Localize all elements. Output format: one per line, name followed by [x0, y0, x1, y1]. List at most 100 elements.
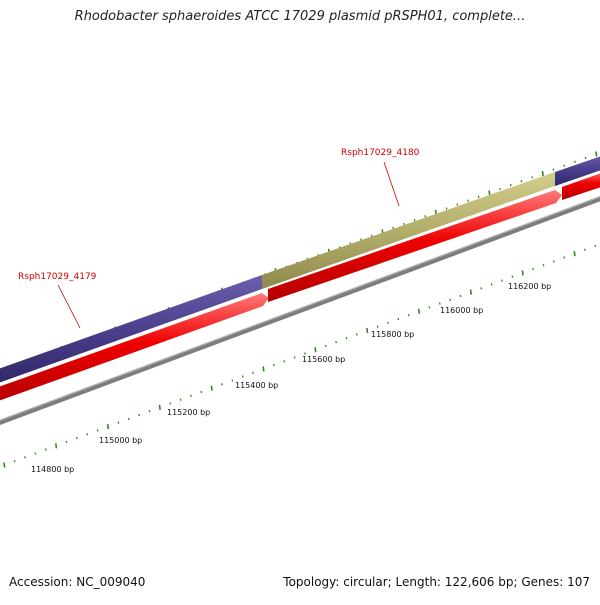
minor-tick: [96, 429, 99, 432]
scale-label: 116200 bp: [508, 282, 551, 291]
feature-band: [0, 153, 600, 386]
minor-tick: [127, 417, 130, 421]
major-tick: [541, 170, 544, 177]
minor-tick: [397, 317, 400, 321]
cds-band: [0, 170, 600, 404]
minor-tick: [459, 294, 462, 298]
feature-segment-left[interactable]: [0, 275, 262, 386]
major-tick: [3, 462, 6, 468]
minor-tick: [438, 302, 441, 305]
minor-tick: [456, 203, 459, 206]
scale-label: 116000 bp: [440, 306, 483, 315]
cds-arrow-rsph17029-4180[interactable]: [268, 190, 562, 302]
minor-tick: [75, 436, 78, 440]
major-tick: [595, 151, 598, 157]
major-tick: [262, 366, 265, 372]
minor-tick: [428, 306, 431, 309]
minor-tick: [532, 267, 535, 271]
minor-tick: [376, 325, 379, 328]
minor-tick: [86, 433, 89, 436]
minor-tick: [445, 207, 448, 210]
minor-tick: [467, 199, 469, 202]
minor-tick: [44, 448, 47, 451]
major-tick: [314, 347, 317, 353]
minor-tick: [542, 264, 545, 267]
inner-tick-row: [3, 244, 597, 468]
feature-segment-right[interactable]: [555, 153, 600, 186]
minor-tick: [345, 337, 348, 340]
scale-label: 115400 bp: [235, 381, 278, 390]
gene-leader-line: [57, 284, 81, 329]
minor-tick: [335, 340, 338, 344]
major-tick: [210, 385, 213, 391]
scale-label: 115600 bp: [302, 355, 345, 364]
accession-text: Accession: NC_009040: [9, 575, 146, 589]
minor-tick: [148, 410, 151, 413]
scale-label: 115000 bp: [99, 436, 142, 445]
major-tick: [469, 289, 472, 295]
minor-tick: [392, 226, 395, 230]
minor-tick: [283, 360, 286, 363]
gene-labels: Rsph17029_4179 Rsph17029_4180: [18, 148, 420, 329]
minor-tick: [324, 344, 327, 348]
minor-tick: [594, 244, 597, 248]
minor-tick: [531, 176, 534, 179]
minor-tick: [552, 168, 555, 171]
minor-tick: [189, 394, 192, 397]
minor-tick: [386, 321, 389, 324]
minor-tick: [241, 375, 244, 378]
major-tick: [417, 308, 421, 314]
minor-tick: [499, 187, 502, 191]
topology-summary: Topology: circular; Length: 122,606 bp; …: [283, 575, 590, 589]
major-tick: [55, 443, 58, 449]
minor-tick: [449, 298, 452, 301]
major-tick: [488, 190, 491, 196]
scale-label: 115200 bp: [167, 408, 210, 417]
feature-segment-olive[interactable]: [262, 172, 555, 289]
minor-tick: [563, 256, 566, 259]
minor-tick: [584, 156, 587, 160]
minor-tick: [477, 195, 480, 198]
minor-tick: [272, 363, 275, 367]
backbone-line-highlight: [0, 196, 600, 421]
backbone-line: [0, 196, 600, 425]
map-title: Rhodobacter sphaeroides ATCC 17029 plasm…: [74, 9, 526, 24]
minor-tick: [252, 371, 255, 374]
minor-tick: [13, 460, 16, 463]
cds-arrow-right[interactable]: [562, 170, 600, 200]
major-tick: [158, 404, 161, 410]
minor-tick: [520, 180, 523, 183]
minor-tick: [480, 287, 483, 290]
minor-tick: [407, 314, 410, 317]
major-tick: [366, 327, 369, 334]
minor-tick: [34, 452, 37, 455]
scale-labels: 114800 bp 115000 bp 115200 bp 115400 bp …: [31, 282, 551, 474]
minor-tick: [509, 183, 512, 187]
minor-tick: [304, 352, 306, 355]
minor-tick: [573, 160, 576, 163]
minor-tick: [563, 164, 566, 167]
minor-tick: [24, 456, 26, 459]
scale-label: 115800 bp: [371, 330, 414, 339]
gene-leader-line: [383, 161, 400, 207]
minor-tick: [221, 383, 223, 386]
gene-label-rsph17029-4179[interactable]: Rsph17029_4179: [18, 272, 97, 282]
minor-tick: [413, 218, 416, 222]
gene-label-rsph17029-4180[interactable]: Rsph17029_4180: [341, 148, 420, 158]
minor-tick: [552, 260, 555, 263]
minor-tick: [169, 402, 172, 405]
major-tick: [521, 270, 524, 276]
minor-tick: [138, 413, 141, 417]
scale-label: 114800 bp: [31, 465, 74, 474]
minor-tick: [117, 421, 120, 424]
minor-tick: [293, 356, 296, 359]
major-tick: [573, 251, 576, 257]
minor-tick: [200, 390, 203, 394]
minor-tick: [402, 222, 405, 226]
minor-tick: [511, 275, 514, 278]
cds-arrow-rsph17029-4179[interactable]: [0, 293, 269, 404]
minor-tick: [231, 379, 234, 382]
minor-tick: [179, 398, 182, 401]
